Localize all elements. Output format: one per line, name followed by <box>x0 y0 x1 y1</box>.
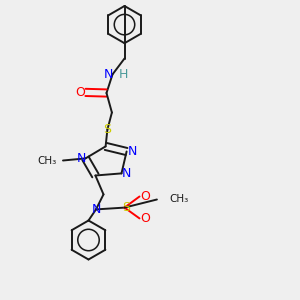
Text: CH₃: CH₃ <box>37 155 56 166</box>
Text: O: O <box>140 212 150 225</box>
Text: N: N <box>76 152 86 165</box>
Text: S: S <box>103 123 111 136</box>
Text: N: N <box>121 167 131 180</box>
Text: N: N <box>104 68 114 81</box>
Text: O: O <box>75 86 85 99</box>
Text: O: O <box>140 190 150 203</box>
Text: N: N <box>127 145 137 158</box>
Text: N: N <box>91 203 101 216</box>
Text: H: H <box>118 68 128 81</box>
Text: S: S <box>122 201 130 214</box>
Text: CH₃: CH₃ <box>170 194 189 205</box>
